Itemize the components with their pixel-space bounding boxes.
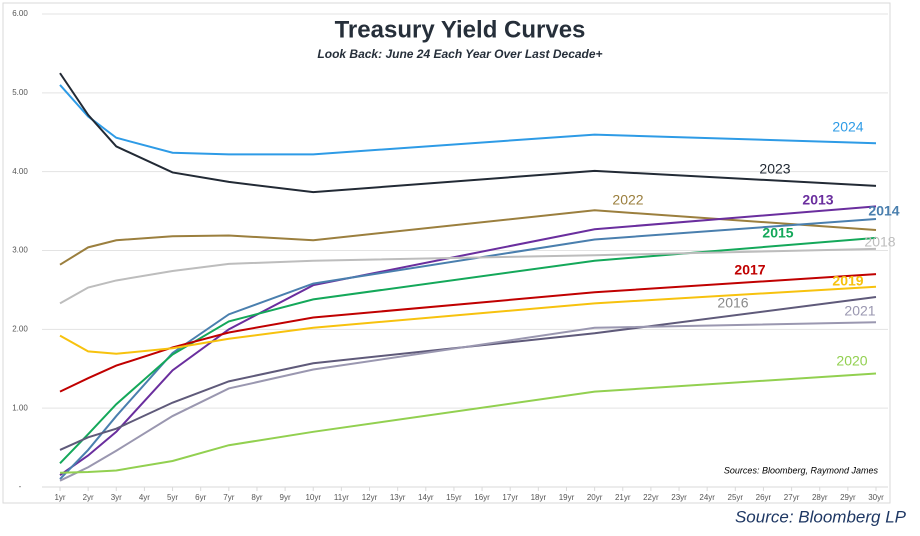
x-tick-label: 18yr <box>531 493 547 502</box>
annotation: Sources: Bloomberg, Raymond James <box>724 465 879 475</box>
x-tick-label: 4yr <box>139 493 150 502</box>
y-tick-label: 6.00 <box>12 9 28 18</box>
series-line <box>59 72 877 194</box>
series-label: 2019 <box>832 273 863 289</box>
series-label: 2021 <box>844 303 875 319</box>
x-tick-label: 25yr <box>728 493 744 502</box>
y-tick-label: 5.00 <box>12 88 28 97</box>
series-line <box>59 296 877 451</box>
y-tick-label: 4.00 <box>12 167 28 176</box>
x-tick-label: 21yr <box>615 493 631 502</box>
x-tick-label: 29yr <box>840 493 856 502</box>
source: Source: Bloomberg LP <box>735 507 907 526</box>
x-tick-label: 19yr <box>559 493 575 502</box>
x-tick-label: 3yr <box>111 493 122 502</box>
series-line <box>59 372 877 474</box>
x-tick-label: 28yr <box>812 493 828 502</box>
x-tick-label: 5yr <box>167 493 178 502</box>
y-tick-label: 2.00 <box>12 324 28 333</box>
series-label: 2013 <box>802 192 833 208</box>
x-tick-label: 14yr <box>418 493 434 502</box>
chart-title: Treasury Yield Curves <box>335 16 586 43</box>
y-tick-label: - <box>19 482 22 491</box>
x-tick-label: 9yr <box>280 493 291 502</box>
x-tick-label: 17yr <box>502 493 518 502</box>
series-line <box>59 209 877 266</box>
series-label: 2016 <box>717 295 748 311</box>
x-tick-label: 6yr <box>195 493 206 502</box>
series-label: 2014 <box>868 203 899 219</box>
series-line <box>59 205 877 476</box>
x-tick-label: 1yr <box>54 493 65 502</box>
series-label: 2024 <box>832 119 863 135</box>
x-tick-label: 27yr <box>784 493 800 502</box>
x-tick-label: 7yr <box>223 493 234 502</box>
x-tick-label: 24yr <box>699 493 715 502</box>
x-tick-label: 15yr <box>446 493 462 502</box>
y-tick-label: 3.00 <box>12 246 28 255</box>
series-label: 2020 <box>836 353 867 369</box>
series-label: 2017 <box>734 262 765 278</box>
x-tick-label: 12yr <box>362 493 378 502</box>
y-tick-label: 1.00 <box>12 403 28 412</box>
series-line <box>59 285 877 355</box>
x-tick-label: 13yr <box>390 493 406 502</box>
series-label: 2022 <box>612 192 643 208</box>
x-tick-label: 30yr <box>868 493 884 502</box>
x-tick-label: 11yr <box>334 493 349 502</box>
series-line <box>59 217 877 480</box>
x-tick-label: 20yr <box>587 493 603 502</box>
x-tick-label: 26yr <box>756 493 772 502</box>
chart-subtitle: Look Back: June 24 Each Year Over Last D… <box>317 47 602 61</box>
series-line <box>59 321 877 482</box>
x-tick-label: 2yr <box>83 493 94 502</box>
series-label: 2015 <box>762 225 793 241</box>
series-line <box>59 247 877 305</box>
x-tick-label: 23yr <box>671 493 687 502</box>
series-label: 2018 <box>864 234 895 250</box>
x-tick-label: 22yr <box>643 493 659 502</box>
x-tick-label: 8yr <box>251 493 262 502</box>
x-tick-label: 10yr <box>305 493 321 502</box>
series-line <box>59 273 877 393</box>
series-line <box>59 236 877 465</box>
series-label: 2023 <box>759 161 790 177</box>
plot-frame <box>2 2 891 504</box>
x-tick-label: 16yr <box>474 493 490 502</box>
